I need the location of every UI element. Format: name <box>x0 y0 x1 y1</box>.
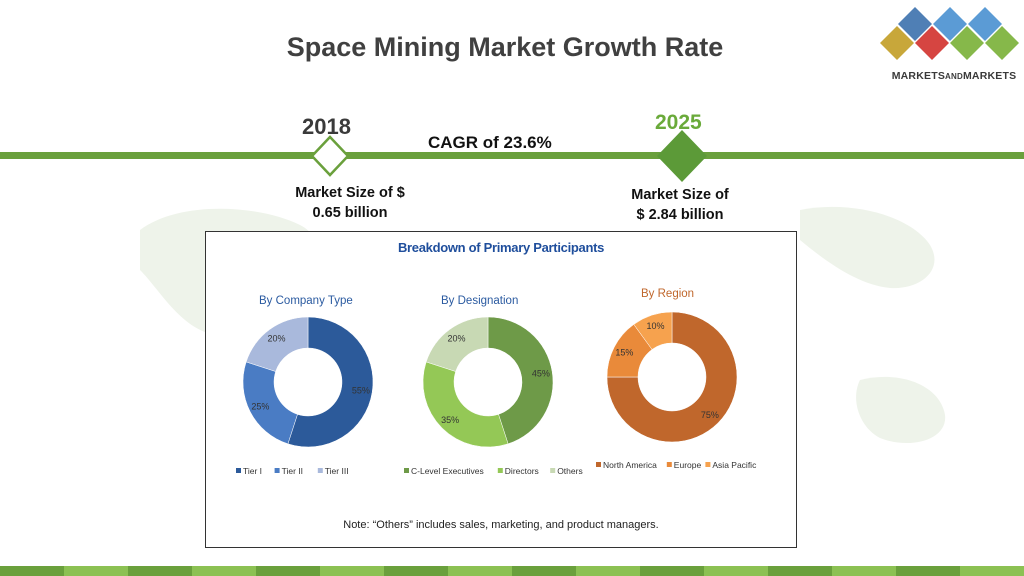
legend-swatch-region-2 <box>705 462 711 467</box>
data-label-designation-0: 45% <box>532 369 550 379</box>
chart-title-designation: By Designation <box>441 295 519 307</box>
data-label-designation-2: 20% <box>448 334 466 344</box>
legend-label-region-2: Asia Pacific <box>712 460 757 470</box>
panel-title: Breakdown of Primary Participants <box>397 240 605 255</box>
donut-charts: 55% 25% 20% Tier I Tier II Tier III 45% 35% 20% C… <box>236 311 757 476</box>
data-label-region-0: 75% <box>701 410 719 420</box>
slice-region-0 <box>606 311 738 443</box>
data-label-designation-1: 35% <box>441 415 459 425</box>
panel-note: Note: “Others” includes sales, marketing… <box>343 519 659 531</box>
data-label-region-1: 15% <box>615 348 633 358</box>
data-label-company-type-0: 55% <box>352 385 370 395</box>
slice-region-2 <box>633 311 673 350</box>
slice-company-type-0 <box>287 316 374 448</box>
year-end: 2025 <box>655 111 702 134</box>
legend-swatch-company-type-2 <box>317 468 323 473</box>
bottom-stripe <box>0 566 1024 576</box>
legend-label-designation-0: C-Level Executives <box>411 466 484 476</box>
slice-designation-0 <box>487 316 554 445</box>
year-start: 2018 <box>302 114 351 139</box>
legend-label-region-0: North America <box>603 460 657 470</box>
slice-designation-2 <box>425 316 489 372</box>
data-label-company-type-2: 20% <box>268 334 286 344</box>
legend-label-designation-2: Others <box>557 466 583 476</box>
diamond-2018 <box>310 135 350 177</box>
legend-swatch-designation-0 <box>404 468 409 473</box>
legend-label-company-type-0: Tier I <box>243 466 262 476</box>
market-size-2025: Market Size of $ 2.84 billion <box>631 187 729 223</box>
legend-label-region-1: Europe <box>674 460 702 470</box>
timeline <box>0 130 1024 182</box>
market-size-2018: Market Size of $ 0.65 billion <box>295 185 405 221</box>
slice-company-type-2 <box>245 316 309 372</box>
diamond-2025 <box>657 130 707 182</box>
cagr-label: CAGR of 23.6% <box>428 133 552 152</box>
marketsandmarkets-logo <box>880 7 1019 60</box>
legend-swatch-company-type-0 <box>236 468 241 473</box>
slice-company-type-1 <box>242 361 298 445</box>
page-title: Space Mining Market Growth Rate <box>286 32 724 62</box>
legend-swatch-company-type-1 <box>274 468 280 473</box>
legend-swatch-region-0 <box>596 462 601 467</box>
logo-wordmark: MARKETSANDMARKETS <box>891 70 1017 82</box>
legend-swatch-designation-1 <box>497 468 503 473</box>
legend-label-company-type-2: Tier III <box>325 466 349 476</box>
breakdown-panel: Breakdown of Primary Participants By Com… <box>205 231 797 548</box>
data-label-company-type-1: 25% <box>251 401 269 411</box>
slice-designation-1 <box>422 361 509 448</box>
legend-label-company-type-1: Tier II <box>282 466 303 476</box>
data-label-region-2: 10% <box>646 321 664 331</box>
timeline-line <box>0 152 1024 159</box>
chart-title-region: By Region <box>641 288 695 300</box>
legend-swatch-designation-2 <box>550 468 556 473</box>
chart-title-company-type: By Company Type <box>259 295 353 307</box>
legend-label-designation-1: Directors <box>505 466 539 476</box>
legend-swatch-region-1 <box>666 462 672 467</box>
